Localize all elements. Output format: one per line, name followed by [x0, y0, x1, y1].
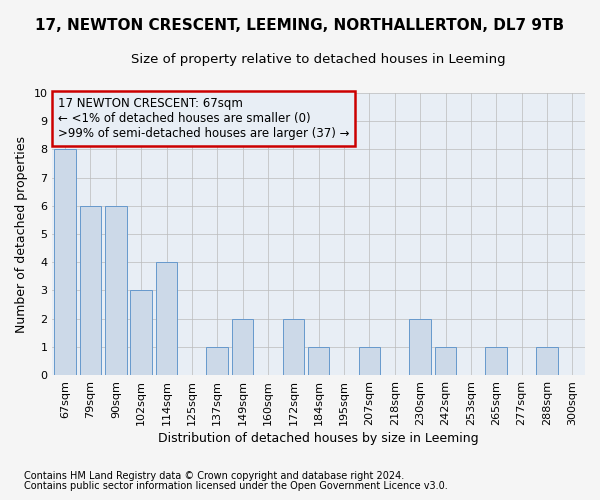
- Text: 17 NEWTON CRESCENT: 67sqm
← <1% of detached houses are smaller (0)
>99% of semi-: 17 NEWTON CRESCENT: 67sqm ← <1% of detac…: [58, 98, 349, 140]
- Text: Contains public sector information licensed under the Open Government Licence v3: Contains public sector information licen…: [24, 481, 448, 491]
- Bar: [105, 206, 127, 375]
- Bar: [55, 150, 76, 375]
- Bar: [409, 318, 431, 375]
- Text: 17, NEWTON CRESCENT, LEEMING, NORTHALLERTON, DL7 9TB: 17, NEWTON CRESCENT, LEEMING, NORTHALLER…: [35, 18, 565, 32]
- Bar: [435, 347, 456, 375]
- Bar: [130, 290, 152, 375]
- Bar: [283, 318, 304, 375]
- Bar: [485, 347, 507, 375]
- Bar: [80, 206, 101, 375]
- Y-axis label: Number of detached properties: Number of detached properties: [15, 136, 28, 332]
- Bar: [156, 262, 178, 375]
- Bar: [359, 347, 380, 375]
- Bar: [308, 347, 329, 375]
- Title: Size of property relative to detached houses in Leeming: Size of property relative to detached ho…: [131, 52, 506, 66]
- Bar: [206, 347, 228, 375]
- Bar: [232, 318, 253, 375]
- X-axis label: Distribution of detached houses by size in Leeming: Distribution of detached houses by size …: [158, 432, 479, 445]
- Bar: [536, 347, 558, 375]
- Text: Contains HM Land Registry data © Crown copyright and database right 2024.: Contains HM Land Registry data © Crown c…: [24, 471, 404, 481]
